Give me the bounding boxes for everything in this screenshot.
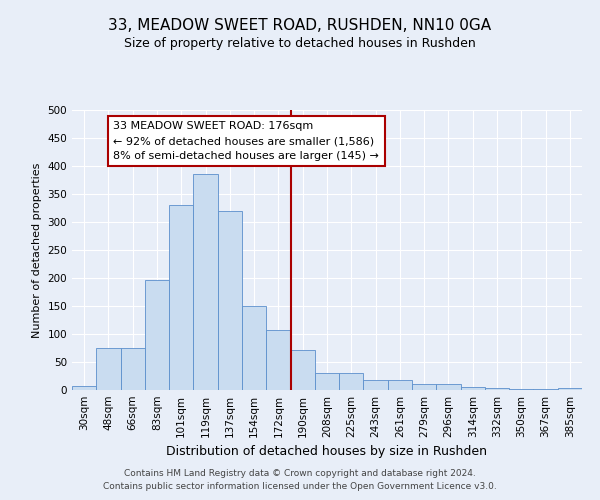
Bar <box>242 306 266 390</box>
Text: Size of property relative to detached houses in Rushden: Size of property relative to detached ho… <box>124 38 476 51</box>
Bar <box>412 384 436 390</box>
Bar <box>96 348 121 390</box>
Bar <box>558 388 582 390</box>
Bar <box>218 211 242 390</box>
Bar <box>364 380 388 390</box>
Bar <box>169 205 193 390</box>
X-axis label: Distribution of detached houses by size in Rushden: Distribution of detached houses by size … <box>167 446 487 458</box>
Bar <box>485 388 509 390</box>
Y-axis label: Number of detached properties: Number of detached properties <box>32 162 42 338</box>
Bar <box>266 330 290 390</box>
Bar <box>121 348 145 390</box>
Bar <box>388 380 412 390</box>
Text: Contains public sector information licensed under the Open Government Licence v3: Contains public sector information licen… <box>103 482 497 491</box>
Bar <box>72 386 96 390</box>
Bar <box>193 174 218 390</box>
Bar <box>290 350 315 390</box>
Text: 33 MEADOW SWEET ROAD: 176sqm
← 92% of detached houses are smaller (1,586)
8% of : 33 MEADOW SWEET ROAD: 176sqm ← 92% of de… <box>113 121 379 161</box>
Bar <box>339 373 364 390</box>
Text: 33, MEADOW SWEET ROAD, RUSHDEN, NN10 0GA: 33, MEADOW SWEET ROAD, RUSHDEN, NN10 0GA <box>109 18 491 32</box>
Bar <box>315 373 339 390</box>
Bar <box>461 387 485 390</box>
Bar <box>145 280 169 390</box>
Bar <box>436 384 461 390</box>
Text: Contains HM Land Registry data © Crown copyright and database right 2024.: Contains HM Land Registry data © Crown c… <box>124 468 476 477</box>
